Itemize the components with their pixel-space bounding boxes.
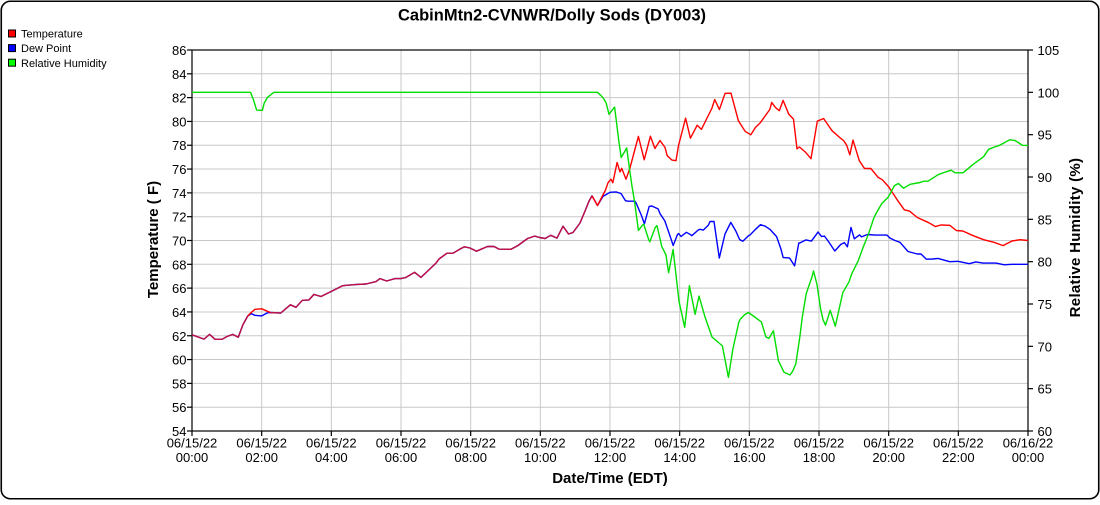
svg-text:02:00: 02:00 (245, 450, 278, 465)
svg-text:06/15/22: 06/15/22 (654, 436, 705, 451)
svg-text:Dew Point: Dew Point (21, 43, 71, 55)
svg-text:22:00: 22:00 (942, 450, 975, 465)
svg-text:84: 84 (172, 67, 186, 82)
svg-text:CabinMtn2-CVNWR/Dolly Sods (DY: CabinMtn2-CVNWR/Dolly Sods (DY003) (398, 7, 706, 25)
svg-text:70: 70 (1038, 339, 1052, 354)
svg-text:95: 95 (1038, 128, 1052, 143)
svg-text:06/15/22: 06/15/22 (724, 436, 775, 451)
svg-text:04:00: 04:00 (315, 450, 348, 465)
svg-text:06:00: 06:00 (385, 450, 418, 465)
svg-text:08:00: 08:00 (454, 450, 487, 465)
svg-text:60: 60 (1038, 424, 1052, 439)
svg-text:54: 54 (172, 424, 186, 439)
svg-text:06/15/22: 06/15/22 (167, 436, 218, 451)
svg-text:06/15/22: 06/15/22 (236, 436, 287, 451)
svg-text:18:00: 18:00 (803, 450, 836, 465)
svg-text:14:00: 14:00 (663, 450, 696, 465)
svg-text:06/15/22: 06/15/22 (863, 436, 914, 451)
svg-text:70: 70 (172, 234, 186, 249)
svg-text:06/16/22: 06/16/22 (1003, 436, 1054, 451)
svg-text:Temperature: Temperature (21, 29, 83, 41)
svg-text:74: 74 (172, 186, 186, 201)
svg-text:75: 75 (1038, 297, 1052, 312)
svg-text:62: 62 (172, 329, 186, 344)
svg-text:20:00: 20:00 (872, 450, 905, 465)
svg-text:64: 64 (172, 305, 186, 320)
svg-text:100: 100 (1038, 85, 1060, 100)
svg-text:66: 66 (172, 281, 186, 296)
svg-text:06/15/22: 06/15/22 (933, 436, 984, 451)
svg-text:80: 80 (172, 114, 186, 129)
svg-text:10:00: 10:00 (524, 450, 557, 465)
svg-text:Date/Time (EDT): Date/Time (EDT) (552, 470, 668, 487)
svg-text:72: 72 (172, 210, 186, 225)
svg-text:12:00: 12:00 (594, 450, 627, 465)
svg-text:Relative Humidity: Relative Humidity (21, 58, 107, 70)
svg-text:105: 105 (1038, 43, 1060, 58)
svg-text:90: 90 (1038, 170, 1052, 185)
svg-text:16:00: 16:00 (733, 450, 766, 465)
svg-text:06/15/22: 06/15/22 (515, 436, 566, 451)
svg-text:78: 78 (172, 138, 186, 153)
svg-text:82: 82 (172, 91, 186, 106)
svg-text:Relative Humidity (%): Relative Humidity (%) (1067, 158, 1084, 318)
svg-text:00:00: 00:00 (176, 450, 209, 465)
svg-text:06/15/22: 06/15/22 (585, 436, 636, 451)
svg-text:68: 68 (172, 257, 186, 272)
svg-text:60: 60 (172, 353, 186, 368)
svg-text:06/15/22: 06/15/22 (306, 436, 357, 451)
svg-text:86: 86 (172, 43, 186, 58)
svg-text:06/15/22: 06/15/22 (445, 436, 496, 451)
svg-text:06/15/22: 06/15/22 (794, 436, 845, 451)
svg-text:58: 58 (172, 376, 186, 391)
svg-text:06/15/22: 06/15/22 (376, 436, 427, 451)
svg-text:76: 76 (172, 162, 186, 177)
svg-text:56: 56 (172, 400, 186, 415)
svg-text:65: 65 (1038, 382, 1052, 397)
svg-text:Temperature ( F): Temperature ( F) (145, 181, 162, 298)
svg-text:80: 80 (1038, 255, 1052, 270)
svg-text:00:00: 00:00 (1012, 450, 1045, 465)
svg-text:85: 85 (1038, 212, 1052, 227)
